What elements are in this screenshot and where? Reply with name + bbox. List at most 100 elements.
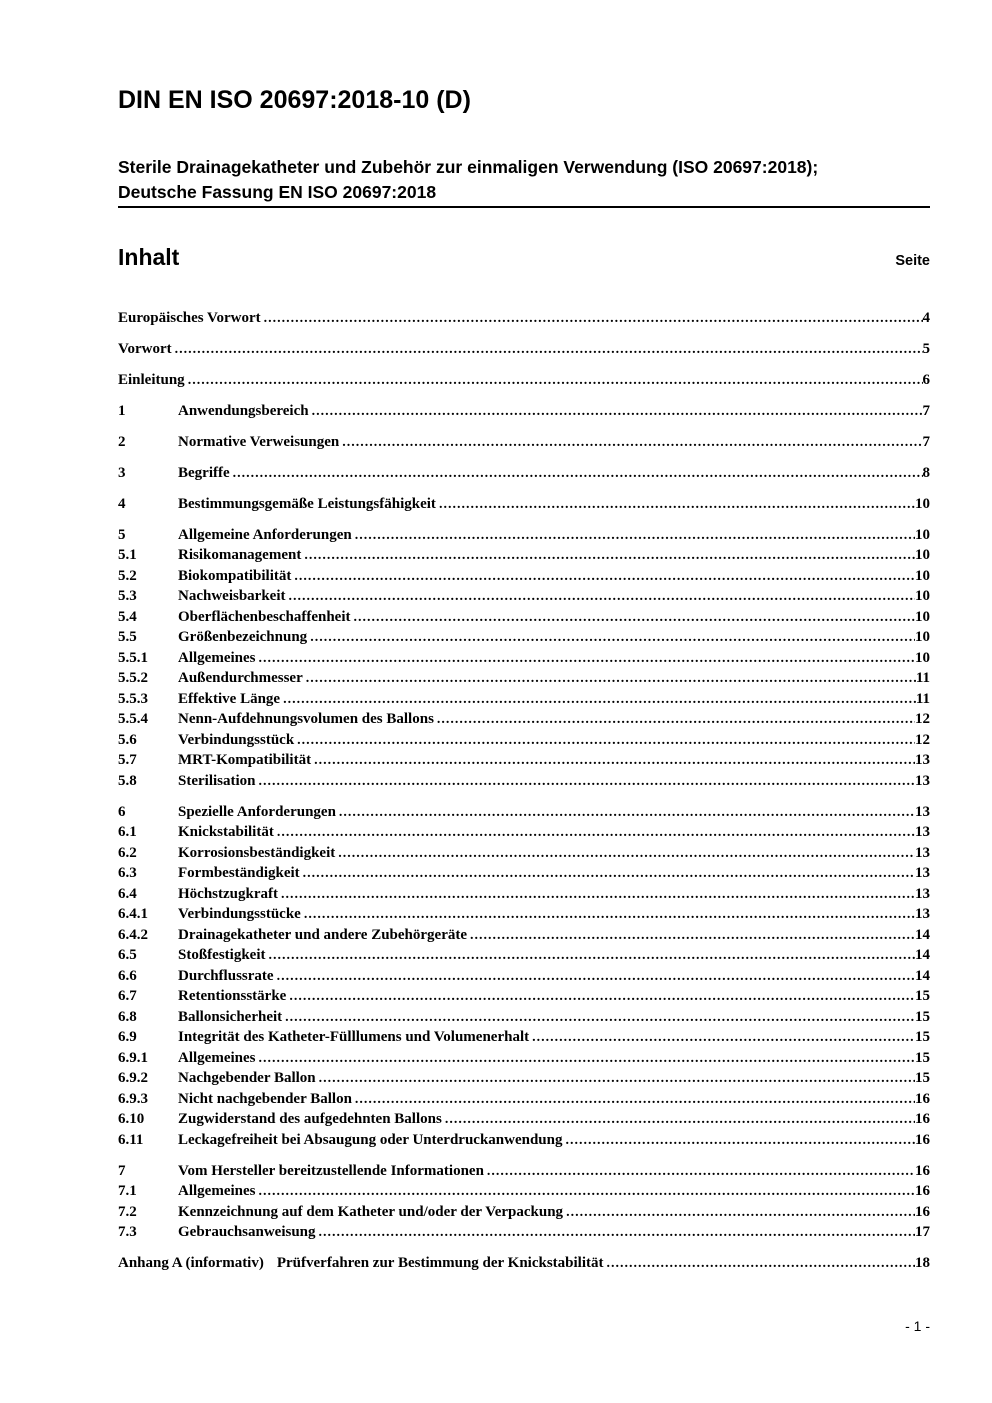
- toc-entry-label: Korrosionsbeständigkeit: [178, 844, 336, 861]
- toc-dot-leader: ........................................…: [532, 1030, 915, 1045]
- toc-entry-page: 11: [915, 670, 930, 686]
- toc-entry-page: 17: [915, 1224, 930, 1240]
- toc-entry-label: Einleitung: [118, 371, 185, 388]
- toc-entry-number: 6.2: [118, 844, 137, 861]
- toc-entry-page: 13: [915, 844, 930, 861]
- toc-entry-number: 6.9.3: [118, 1090, 148, 1107]
- toc-entry-page: 13: [915, 803, 930, 820]
- toc-entry-number: 6.6: [118, 967, 137, 984]
- toc-dot-leader: ........................................…: [174, 341, 923, 357]
- toc-dot-leader: ........................................…: [486, 1163, 915, 1179]
- toc-dot-leader: ........................................…: [338, 804, 915, 820]
- toc-dot-leader: ........................................…: [303, 907, 915, 922]
- toc-entry-label: Biokompatibilität: [178, 567, 292, 584]
- toc-entry-page: 15: [915, 988, 930, 1004]
- toc-entry-page: 12: [915, 711, 930, 727]
- toc-entry-page: 10: [915, 588, 930, 604]
- toc-entry: 5.5 Größenbezeichnung ..................…: [118, 627, 930, 648]
- toc-entry-number: 5.2: [118, 567, 137, 584]
- toc-dot-leader: ........................................…: [276, 968, 915, 984]
- toc-dot-leader: ........................................…: [565, 1132, 916, 1148]
- toc-entry-page: 15: [915, 1029, 930, 1045]
- toc-page-column-label: Seite: [895, 253, 930, 269]
- toc-entry: 6.9.1 Allgemeines ......................…: [118, 1048, 930, 1069]
- toc-entry: 7 Vom Hersteller bereitzustellende Infor…: [118, 1161, 930, 1182]
- toc-entry: 5.3 Nachweisbarkeit ....................…: [118, 586, 930, 607]
- toc-entry-number: 7.2: [118, 1203, 137, 1220]
- toc-entry: 6.4.1 Verbindungsstücke ................…: [118, 904, 930, 925]
- toc-entry-label: Knickstabilität: [178, 824, 274, 840]
- toc-entry-number: 6.11: [118, 1131, 144, 1148]
- toc-entry: 6.6 Durchflussrate .....................…: [118, 966, 930, 987]
- toc-entry: Anhang A (informativ) Prüfverfahren zur …: [118, 1253, 930, 1274]
- toc-entry: 3 Begriffe .............................…: [118, 463, 930, 484]
- toc-dot-leader: ........................................…: [354, 527, 915, 543]
- toc-entry-page: 16: [915, 1162, 930, 1179]
- toc-dot-leader: ........................................…: [470, 927, 915, 943]
- toc-dot-leader: ........................................…: [436, 712, 915, 727]
- toc-entry-page: 10: [915, 608, 930, 625]
- page-footer: - 1 -: [905, 1318, 930, 1334]
- toc-dot-leader: ........................................…: [354, 1091, 915, 1107]
- toc-entry: 6.1 Knickstabilität ....................…: [118, 822, 930, 843]
- toc-dot-leader: ........................................…: [232, 465, 923, 481]
- toc-entry-page: 16: [915, 1111, 930, 1127]
- toc-entry-page: 16: [915, 1131, 930, 1148]
- toc-entry-number: 6.9: [118, 1029, 137, 1045]
- toc-entry: 5 Allgemeine Anforderungen .............…: [118, 525, 930, 546]
- toc-entry-number: 7.3: [118, 1224, 137, 1240]
- toc-entry: 7.1 Allgemeines ........................…: [118, 1181, 930, 1202]
- toc-entry-label: Höchstzugkraft: [178, 885, 278, 902]
- toc-entry-label: Allgemeines: [178, 1183, 256, 1199]
- toc-dot-leader: ........................................…: [304, 548, 915, 563]
- toc-entry: 6.4 Höchstzugkraft .....................…: [118, 884, 930, 905]
- toc-entry-number: 5.7: [118, 752, 137, 768]
- toc-entry-number: 5.5.4: [118, 711, 148, 727]
- toc-entry-label: Bestimmungsgemäße Leistungsfähigkeit: [178, 495, 436, 512]
- toc-entry-page: 15: [915, 1070, 930, 1086]
- toc-entry-label: Leckagefreiheit bei Absaugung oder Unter…: [178, 1131, 563, 1148]
- toc-entry-label: MRT-Kompatibilität: [178, 752, 312, 768]
- toc-entry-number: 5.6: [118, 731, 137, 748]
- toc-entry-number: 6.9.1: [118, 1049, 148, 1066]
- toc-entry-number: 5.5: [118, 629, 137, 645]
- toc-entry-label: Integrität des Katheter-Fülllumens und V…: [178, 1029, 530, 1045]
- toc-title: Inhalt: [118, 244, 180, 270]
- toc-entry-page: 7: [922, 433, 931, 450]
- toc-entry-label: Nenn-Aufdehnungsvolumen des Ballons: [178, 711, 434, 727]
- toc-entry-label: Retentionsstärke: [178, 988, 287, 1004]
- toc-entry-number: 6.3: [118, 865, 137, 881]
- toc-dot-leader: ........................................…: [314, 753, 915, 768]
- toc-entry-label: Vorwort: [118, 340, 172, 357]
- toc-entry-label: Drainagekatheter und andere Zubehörgerät…: [178, 926, 468, 943]
- toc-dot-leader: ........................................…: [353, 609, 915, 625]
- toc-entry: 6.9.2 Nachgebender Ballon ..............…: [118, 1068, 930, 1089]
- toc-dot-leader: ........................................…: [258, 650, 915, 666]
- toc-dot-leader: ........................................…: [297, 732, 915, 748]
- toc-entry-page: 10: [915, 629, 930, 645]
- toc-entry-number: 4: [118, 495, 126, 512]
- toc-entry: 6 Spezielle Anforderungen ..............…: [118, 802, 930, 823]
- page-number: - 1 -: [905, 1318, 930, 1334]
- toc-entry-number: 6.10: [118, 1111, 145, 1127]
- toc-dot-leader: ........................................…: [302, 866, 915, 881]
- toc-entry-label: Europäisches Vorwort: [118, 309, 261, 326]
- toc-entry-page: 7: [922, 402, 931, 419]
- toc-entry-label: Normative Verweisungen: [178, 433, 340, 450]
- toc-entry-label: Prüfverfahren zur Bestimmung der Knickst…: [276, 1255, 604, 1271]
- toc-entry-label: Verbindungsstücke: [178, 906, 301, 922]
- toc-entry-number: 1: [118, 402, 126, 419]
- toc-entry: 6.8 Ballonsicherheit ...................…: [118, 1007, 930, 1028]
- toc-entry-number: 5.5.3: [118, 690, 148, 707]
- toc-entry: 6.10 Zugwiderstand des aufgedehnten Ball…: [118, 1109, 930, 1130]
- toc-entry-label: Nachweisbarkeit: [178, 588, 286, 604]
- toc-entry-label: Formbeständigkeit: [178, 865, 300, 881]
- toc-entry-number: 5.5.2: [118, 670, 148, 686]
- toc-entry: 6.3 Formbeständigkeit ..................…: [118, 863, 930, 884]
- toc-dot-leader: ........................................…: [310, 630, 915, 645]
- toc-entry: 6.2 Korrosionsbeständigkeit ............…: [118, 843, 930, 864]
- toc-dot-leader: ........................................…: [294, 568, 915, 584]
- toc-dot-leader: ........................................…: [276, 825, 915, 840]
- toc-entry-label: Effektive Länge: [178, 690, 281, 707]
- toc-entry-label: Oberflächenbeschaffenheit: [178, 608, 351, 625]
